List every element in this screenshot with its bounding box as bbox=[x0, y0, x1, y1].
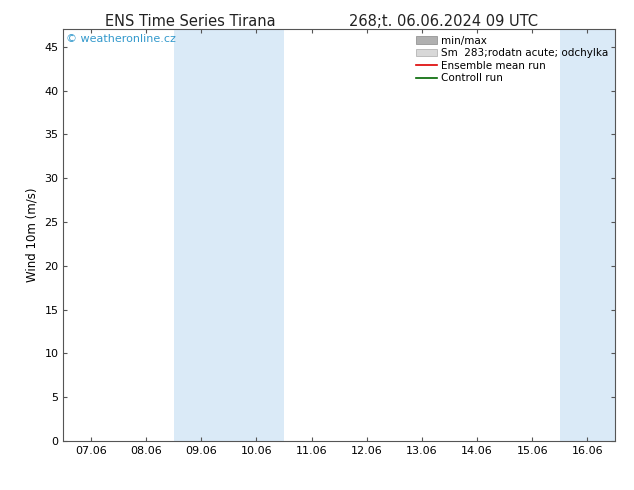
Y-axis label: Wind 10m (m/s): Wind 10m (m/s) bbox=[26, 188, 39, 282]
Text: 268;t. 06.06.2024 09 UTC: 268;t. 06.06.2024 09 UTC bbox=[349, 14, 538, 29]
Bar bbox=[560, 29, 615, 441]
Text: © weatheronline.cz: © weatheronline.cz bbox=[66, 33, 176, 44]
Bar bbox=[174, 29, 284, 441]
Text: ENS Time Series Tirana: ENS Time Series Tirana bbox=[105, 14, 276, 29]
Legend: min/max, Sm  283;rodatn acute; odchylka, Ensemble mean run, Controll run: min/max, Sm 283;rodatn acute; odchylka, … bbox=[412, 31, 613, 88]
